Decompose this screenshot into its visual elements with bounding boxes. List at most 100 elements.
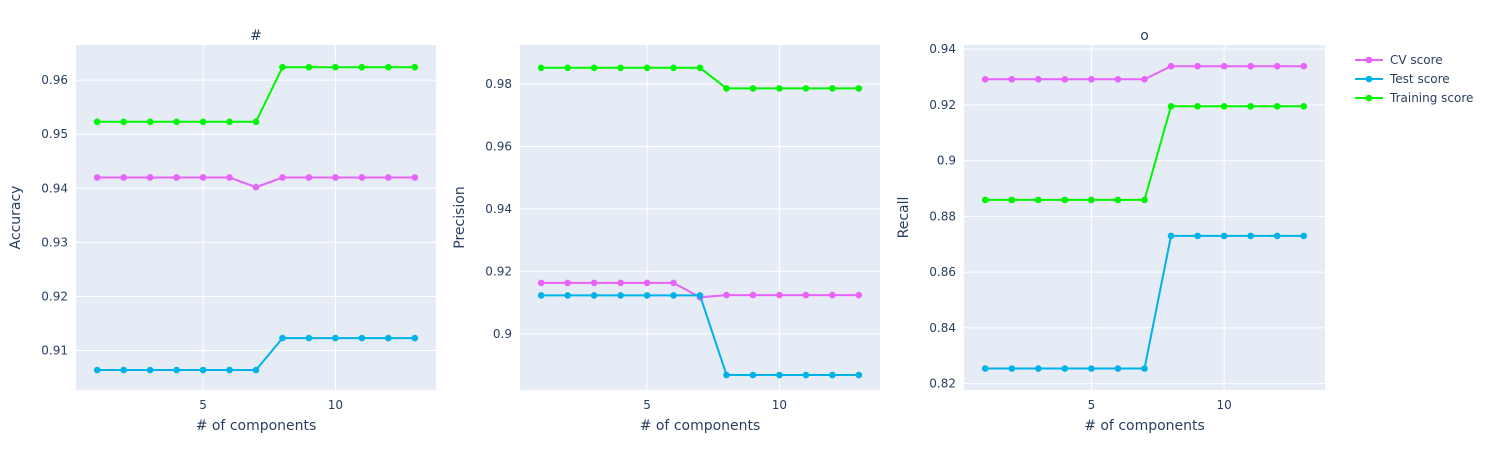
legend-item[interactable]: CV score — [1355, 53, 1443, 67]
y-axis-label: Recall — [896, 197, 912, 239]
data-point-test-score — [981, 365, 989, 372]
data-point-training-score — [305, 63, 313, 71]
data-point-test-score — [1273, 232, 1281, 240]
y-tick-label: 0.93 — [41, 235, 68, 249]
data-point-test-score — [1141, 365, 1148, 372]
data-point-test-score — [1035, 365, 1042, 372]
data-point-test-score — [855, 371, 863, 379]
data-point-training-score — [1273, 103, 1281, 110]
data-point-test-score — [723, 371, 730, 379]
data-point-training-score — [1167, 103, 1175, 110]
y-tick-label: 0.86 — [929, 265, 956, 279]
plot-area — [76, 45, 436, 390]
data-point-test-score — [93, 366, 101, 374]
data-point-test-score — [617, 292, 624, 299]
data-point-training-score — [173, 118, 180, 126]
data-point-training-score — [749, 85, 757, 92]
data-point-cv-score — [1088, 75, 1095, 83]
legend-marker — [1365, 94, 1373, 102]
data-point-training-score — [1141, 196, 1148, 204]
x-tick-label: 5 — [1088, 398, 1096, 412]
data-point-cv-score — [173, 174, 180, 181]
data-point-cv-score — [1035, 75, 1042, 83]
data-point-training-score — [411, 63, 419, 71]
legend: CV score Test score Training score — [1355, 53, 1473, 105]
y-tick-label: 0.92 — [41, 289, 68, 303]
data-point-cv-score — [829, 291, 836, 299]
data-point-cv-score — [749, 291, 757, 299]
data-point-cv-score — [1008, 75, 1016, 83]
data-point-test-score — [411, 334, 419, 342]
data-point-test-score — [802, 371, 810, 379]
legend-label: Test score — [1389, 72, 1450, 86]
data-point-test-score — [305, 334, 313, 342]
y-tick-label: 0.92 — [485, 264, 512, 278]
data-point-test-score — [1220, 232, 1228, 240]
data-point-training-score — [1035, 196, 1042, 204]
data-point-cv-score — [305, 174, 313, 181]
data-point-test-score — [1088, 365, 1095, 372]
data-point-training-score — [1088, 196, 1095, 204]
y-tick-label: 0.98 — [485, 77, 512, 91]
x-axis-label: # of components — [196, 418, 317, 434]
data-point-cv-score — [252, 183, 260, 191]
data-point-test-score — [1194, 232, 1201, 240]
data-point-training-score — [1300, 103, 1308, 110]
data-point-cv-score — [981, 75, 989, 83]
data-point-test-score — [120, 366, 127, 374]
data-point-test-score — [776, 371, 783, 379]
data-point-test-score — [1300, 232, 1308, 240]
data-point-test-score — [146, 366, 154, 374]
data-point-cv-score — [537, 279, 545, 287]
legend-item[interactable]: Training score — [1355, 91, 1473, 105]
data-point-cv-score — [802, 291, 810, 299]
subplot-title: # — [250, 28, 262, 44]
data-point-training-score — [332, 63, 339, 71]
y-tick-label: 0.91 — [41, 344, 68, 358]
data-point-training-score — [723, 85, 730, 92]
y-tick-label: 0.88 — [929, 209, 956, 223]
y-tick-label: 0.92 — [929, 98, 956, 112]
data-point-training-score — [590, 64, 598, 72]
data-point-training-score — [776, 85, 783, 92]
data-point-cv-score — [385, 174, 392, 181]
data-point-cv-score — [855, 291, 863, 299]
data-point-training-score — [385, 63, 392, 71]
x-tick-label: 10 — [328, 398, 343, 412]
subplot-title: o — [1140, 28, 1149, 44]
data-point-cv-score — [1247, 62, 1254, 70]
y-tick-label: 0.84 — [929, 321, 956, 335]
data-point-test-score — [749, 371, 757, 379]
y-tick-label: 0.96 — [485, 139, 512, 153]
data-point-cv-score — [590, 279, 598, 287]
data-point-test-score — [1247, 232, 1254, 240]
legend-item[interactable]: Test score — [1355, 72, 1450, 86]
data-point-test-score — [358, 334, 366, 342]
data-point-test-score — [252, 366, 260, 374]
data-point-training-score — [1008, 196, 1016, 204]
y-tick-label: 0.82 — [929, 377, 956, 391]
data-point-cv-score — [1220, 62, 1228, 70]
data-point-training-score — [1114, 196, 1122, 204]
data-point-training-score — [199, 118, 207, 126]
y-tick-label: 0.96 — [41, 73, 68, 87]
data-point-cv-score — [1167, 62, 1175, 70]
data-point-training-score — [279, 63, 286, 71]
y-tick-label: 0.95 — [41, 127, 68, 141]
data-point-test-score — [279, 334, 286, 342]
data-point-cv-score — [358, 174, 366, 181]
data-point-test-score — [226, 366, 233, 374]
legend-marker — [1365, 56, 1373, 64]
data-point-training-score — [226, 118, 233, 126]
data-point-training-score — [358, 63, 366, 71]
data-point-test-score — [590, 292, 598, 299]
data-point-test-score — [1114, 365, 1122, 372]
data-point-training-score — [617, 64, 624, 72]
data-point-test-score — [332, 334, 339, 342]
data-point-cv-score — [1141, 75, 1148, 83]
data-point-training-score — [696, 64, 704, 72]
data-point-training-score — [802, 85, 810, 92]
y-tick-label: 0.94 — [929, 42, 956, 56]
data-point-cv-score — [617, 279, 624, 287]
